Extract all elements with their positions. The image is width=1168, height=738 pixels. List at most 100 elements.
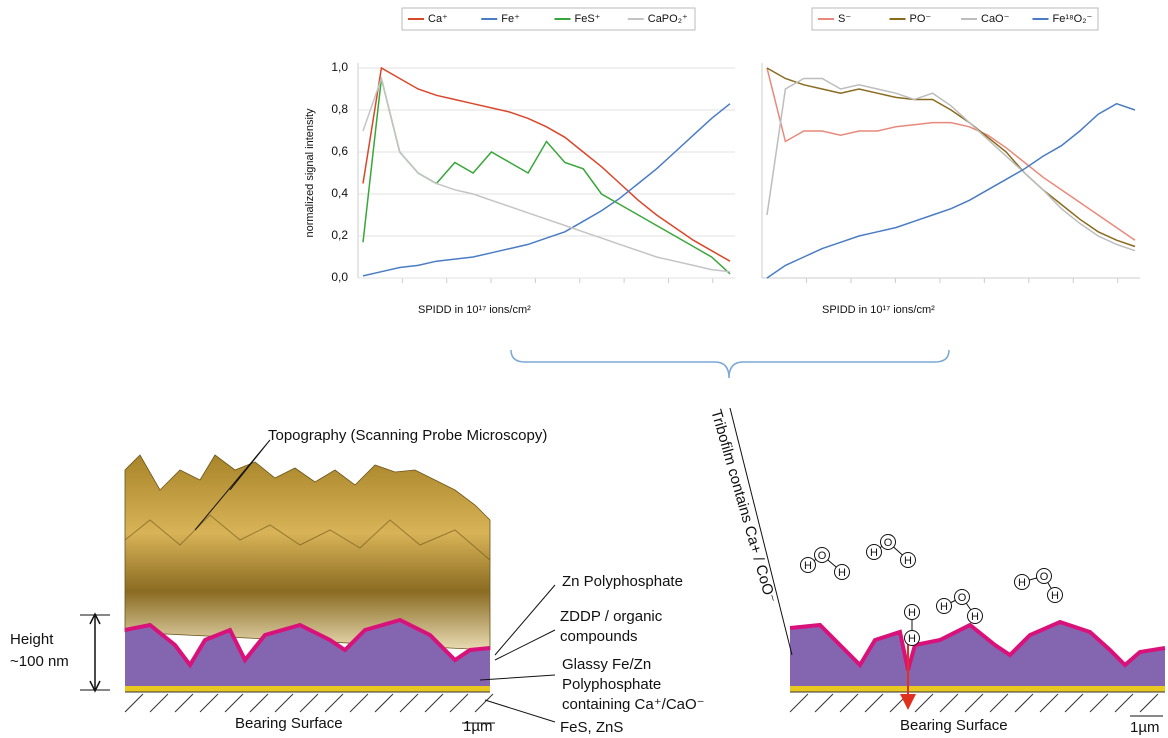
hatch <box>1014 693 1034 713</box>
hatch <box>989 693 1009 713</box>
x-axis-label: SPIDD in 10¹⁷ ions/cm² <box>822 304 935 316</box>
atom <box>800 557 816 573</box>
hatch <box>1139 693 1159 713</box>
atom-label: H <box>908 633 916 645</box>
label: Glassy Fe/Zn <box>562 656 651 673</box>
legend-label: Ca⁺ <box>428 13 448 25</box>
label: 1µm <box>1130 719 1159 736</box>
series-line <box>362 103 731 277</box>
atom-label: O <box>958 592 967 604</box>
atom <box>834 564 850 580</box>
hatch <box>814 693 834 713</box>
y-tick-label: 0,6 <box>331 144 348 158</box>
atom <box>1047 587 1063 603</box>
atom <box>904 604 920 620</box>
hatch <box>399 693 419 713</box>
atom <box>866 544 882 560</box>
atom <box>954 589 970 605</box>
hatch <box>1064 693 1084 713</box>
series-line <box>766 102 1136 279</box>
hatch <box>124 693 144 713</box>
hatch <box>914 693 934 713</box>
atom-label: O <box>818 550 827 562</box>
hatch <box>1039 693 1059 713</box>
hatch <box>349 693 369 713</box>
atom-label: H <box>908 607 916 619</box>
hatch <box>449 693 469 713</box>
series-line <box>362 78 731 275</box>
label: Height <box>10 631 54 648</box>
hatch <box>939 693 959 713</box>
bracket <box>510 349 950 379</box>
atom <box>880 534 896 550</box>
y-tick-label: 1,0 <box>331 60 348 74</box>
label: FeS, ZnS <box>560 719 623 736</box>
atom <box>904 630 920 646</box>
legend-label: CaO⁻ <box>981 13 1010 25</box>
hatch <box>149 693 169 713</box>
atom-label: O <box>1040 571 1049 583</box>
atom-label: H <box>804 560 812 572</box>
label: Zn Polyphosphate <box>562 573 683 590</box>
label: Tribofilm contains Ca+ / CoO⁻ <box>707 408 779 605</box>
atom <box>1036 568 1052 584</box>
y-tick-label: 0,4 <box>331 186 348 200</box>
legend-label: PO⁻ <box>910 13 932 25</box>
hatch <box>1114 693 1134 713</box>
legend-label: FeS⁺ <box>575 13 601 25</box>
label: Bearing Surface <box>235 715 343 732</box>
label: ~100 nm <box>10 653 69 670</box>
atom-label: H <box>940 601 948 613</box>
y-tick-label: 0,0 <box>331 270 348 284</box>
atom <box>814 547 830 563</box>
series-line <box>362 75 731 273</box>
left-diagram <box>80 439 556 724</box>
atom-label: H <box>1018 577 1026 589</box>
atom-label: H <box>904 555 912 567</box>
label: compounds <box>560 628 638 645</box>
legend-label: Fe⁺ <box>501 13 520 25</box>
y-tick-label: 0,8 <box>331 102 348 116</box>
hatch <box>964 693 984 713</box>
hatch <box>474 693 494 713</box>
legend-label: Fe¹⁸O₂⁻ <box>1053 13 1093 25</box>
atom <box>936 598 952 614</box>
hatch <box>374 693 394 713</box>
label: containing Ca⁺/CaO⁻ <box>562 696 705 713</box>
label: Polyphosphate <box>562 676 661 693</box>
label: ZDDP / organic <box>560 608 663 625</box>
series-line <box>766 67 1136 241</box>
atom <box>900 552 916 568</box>
legend-box <box>401 7 696 31</box>
series-line <box>766 67 1136 248</box>
atom <box>967 608 983 624</box>
legend-box <box>811 7 1099 31</box>
label: Topography (Scanning Probe Microscopy) <box>268 427 547 444</box>
atom-label: H <box>870 547 878 559</box>
atom-label: H <box>838 567 846 579</box>
hatch <box>174 693 194 713</box>
hatch <box>324 693 344 713</box>
atom-label: O <box>884 537 893 549</box>
hatch <box>274 693 294 713</box>
hatch <box>424 693 444 713</box>
atom-label: H <box>971 611 979 623</box>
hatch <box>249 693 269 713</box>
hatch <box>224 693 244 713</box>
atom <box>1014 574 1030 590</box>
series-line <box>766 77 1136 252</box>
y-axis-label: normalized signal intensity <box>304 108 316 238</box>
atom-label: H <box>1051 590 1059 602</box>
series-line <box>362 66 731 262</box>
legend-label: S⁻ <box>838 13 851 25</box>
hatch <box>864 693 884 713</box>
label: Bearing Surface <box>900 717 1008 734</box>
y-tick-label: 0,2 <box>331 228 348 242</box>
hatch <box>1089 693 1109 713</box>
hatch <box>839 693 859 713</box>
x-axis-label: SPIDD in 10¹⁷ ions/cm² <box>418 304 531 316</box>
legend-label: CaPO₂⁺ <box>648 13 688 25</box>
hatch <box>889 693 909 713</box>
